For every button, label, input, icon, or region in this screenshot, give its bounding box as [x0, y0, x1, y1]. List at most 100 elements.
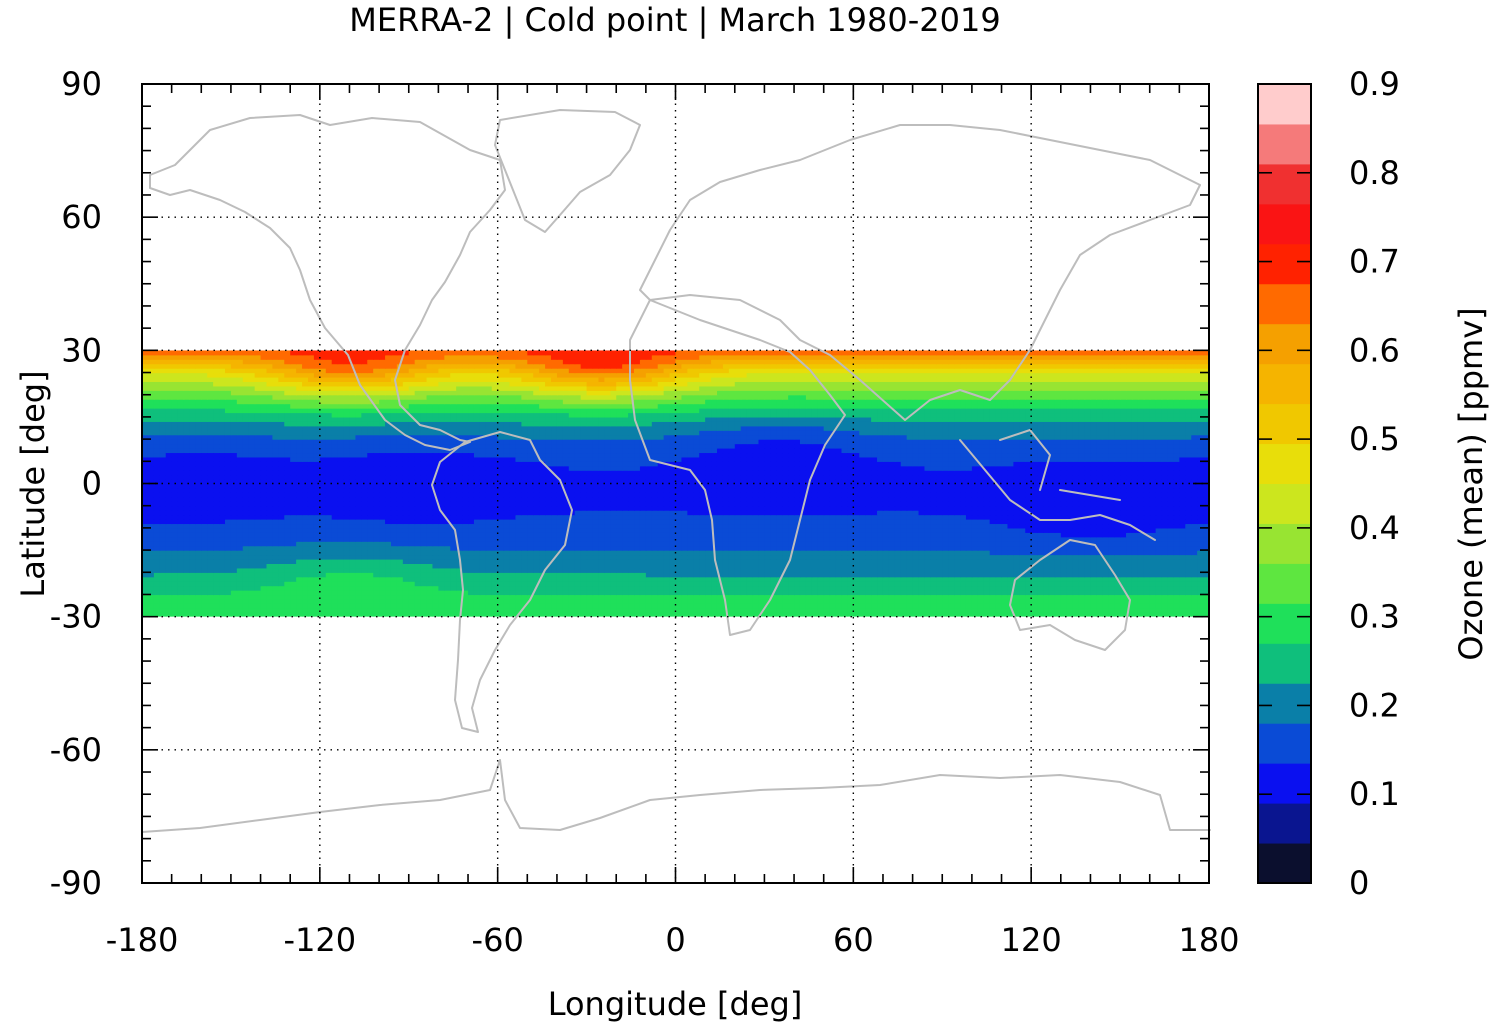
field-cell [799, 594, 807, 600]
field-cell [1179, 558, 1186, 564]
field-cell [539, 496, 546, 502]
field-cell [711, 590, 718, 596]
field-cell [195, 563, 202, 569]
field-cell [616, 550, 623, 556]
field-cell [995, 510, 1003, 516]
field-cell [307, 590, 315, 596]
field-cell [1019, 510, 1026, 516]
field-cell [788, 567, 795, 573]
field-cell [681, 510, 688, 516]
field-cell [977, 550, 985, 556]
field-cell [580, 541, 588, 547]
field-cell [1197, 550, 1204, 556]
field-cell [610, 501, 617, 507]
field-cell [592, 523, 600, 529]
field-cell [817, 585, 825, 591]
field-cell [1043, 603, 1050, 609]
field-cell [1043, 523, 1050, 529]
field-cell [971, 554, 979, 560]
field-cell [835, 585, 843, 591]
field-cell [556, 541, 564, 547]
field-cell [681, 501, 688, 507]
field-cell [1108, 607, 1115, 613]
field-cell [734, 505, 742, 511]
field-cell [325, 519, 333, 525]
field-cell [545, 612, 552, 617]
field-cell [462, 519, 469, 525]
field-cell [509, 514, 517, 520]
field-cell [331, 594, 339, 600]
field-cell [302, 603, 309, 609]
field-cell [1131, 501, 1139, 507]
field-cell [888, 501, 896, 507]
field-cell [1060, 514, 1068, 520]
field-cell [503, 550, 511, 556]
field-cell [236, 594, 244, 600]
field-cell [752, 545, 760, 551]
field-cell [331, 576, 339, 582]
field-cell [995, 558, 1003, 564]
field-cell [236, 572, 244, 578]
field-cell [965, 598, 973, 604]
field-cell [153, 519, 161, 525]
field-cell [183, 536, 191, 542]
field-cell [396, 514, 404, 520]
field-cell [545, 527, 552, 533]
field-cell [906, 505, 914, 511]
field-cell [1114, 505, 1121, 511]
field-cell [1191, 607, 1198, 613]
field-cell [894, 576, 902, 582]
field-cell [1084, 523, 1092, 529]
field-cell [313, 594, 321, 600]
field-cell [634, 532, 641, 538]
field-cell [207, 492, 214, 498]
field-cell [230, 510, 238, 516]
field-cell [669, 581, 677, 587]
field-cell [450, 572, 457, 578]
field-cell [912, 594, 920, 600]
field-cell [479, 603, 487, 609]
field-cell [533, 607, 540, 613]
field-cell [201, 496, 208, 502]
field-cell [224, 554, 232, 560]
field-cell [331, 501, 339, 507]
field-cell [906, 519, 914, 525]
field-cell [468, 598, 475, 604]
field-cell [248, 567, 256, 573]
field-cell [960, 607, 967, 613]
field-cell [829, 607, 837, 613]
field-cell [379, 532, 386, 538]
field-cell [918, 505, 926, 511]
field-cell [877, 603, 884, 609]
field-cell [699, 581, 706, 587]
field-cell [236, 527, 244, 533]
field-cell [746, 545, 754, 551]
field-cell [420, 536, 428, 542]
field-cell [515, 514, 522, 520]
field-cell [1013, 585, 1020, 591]
field-cell [468, 532, 475, 538]
field-cell [794, 603, 801, 609]
field-cell [248, 496, 256, 502]
field-cell [456, 612, 463, 617]
field-cell [1090, 523, 1097, 529]
field-cell [705, 590, 712, 596]
field-cell [385, 536, 392, 542]
field-cell [1203, 590, 1209, 596]
field-cell [610, 496, 617, 502]
field-cell [385, 612, 392, 617]
field-cell [219, 572, 226, 578]
field-cell [770, 581, 777, 587]
field-cell [272, 501, 279, 507]
field-cell [236, 510, 244, 516]
field-cell [770, 563, 777, 569]
field-cell [438, 545, 445, 551]
field-cell [1060, 550, 1068, 556]
field-cell [592, 612, 600, 617]
field-cell [912, 607, 920, 613]
field-cell [580, 558, 588, 564]
field-cell [385, 590, 392, 596]
field-cell [794, 536, 801, 542]
field-cell [776, 554, 783, 560]
field-cell [936, 576, 943, 582]
